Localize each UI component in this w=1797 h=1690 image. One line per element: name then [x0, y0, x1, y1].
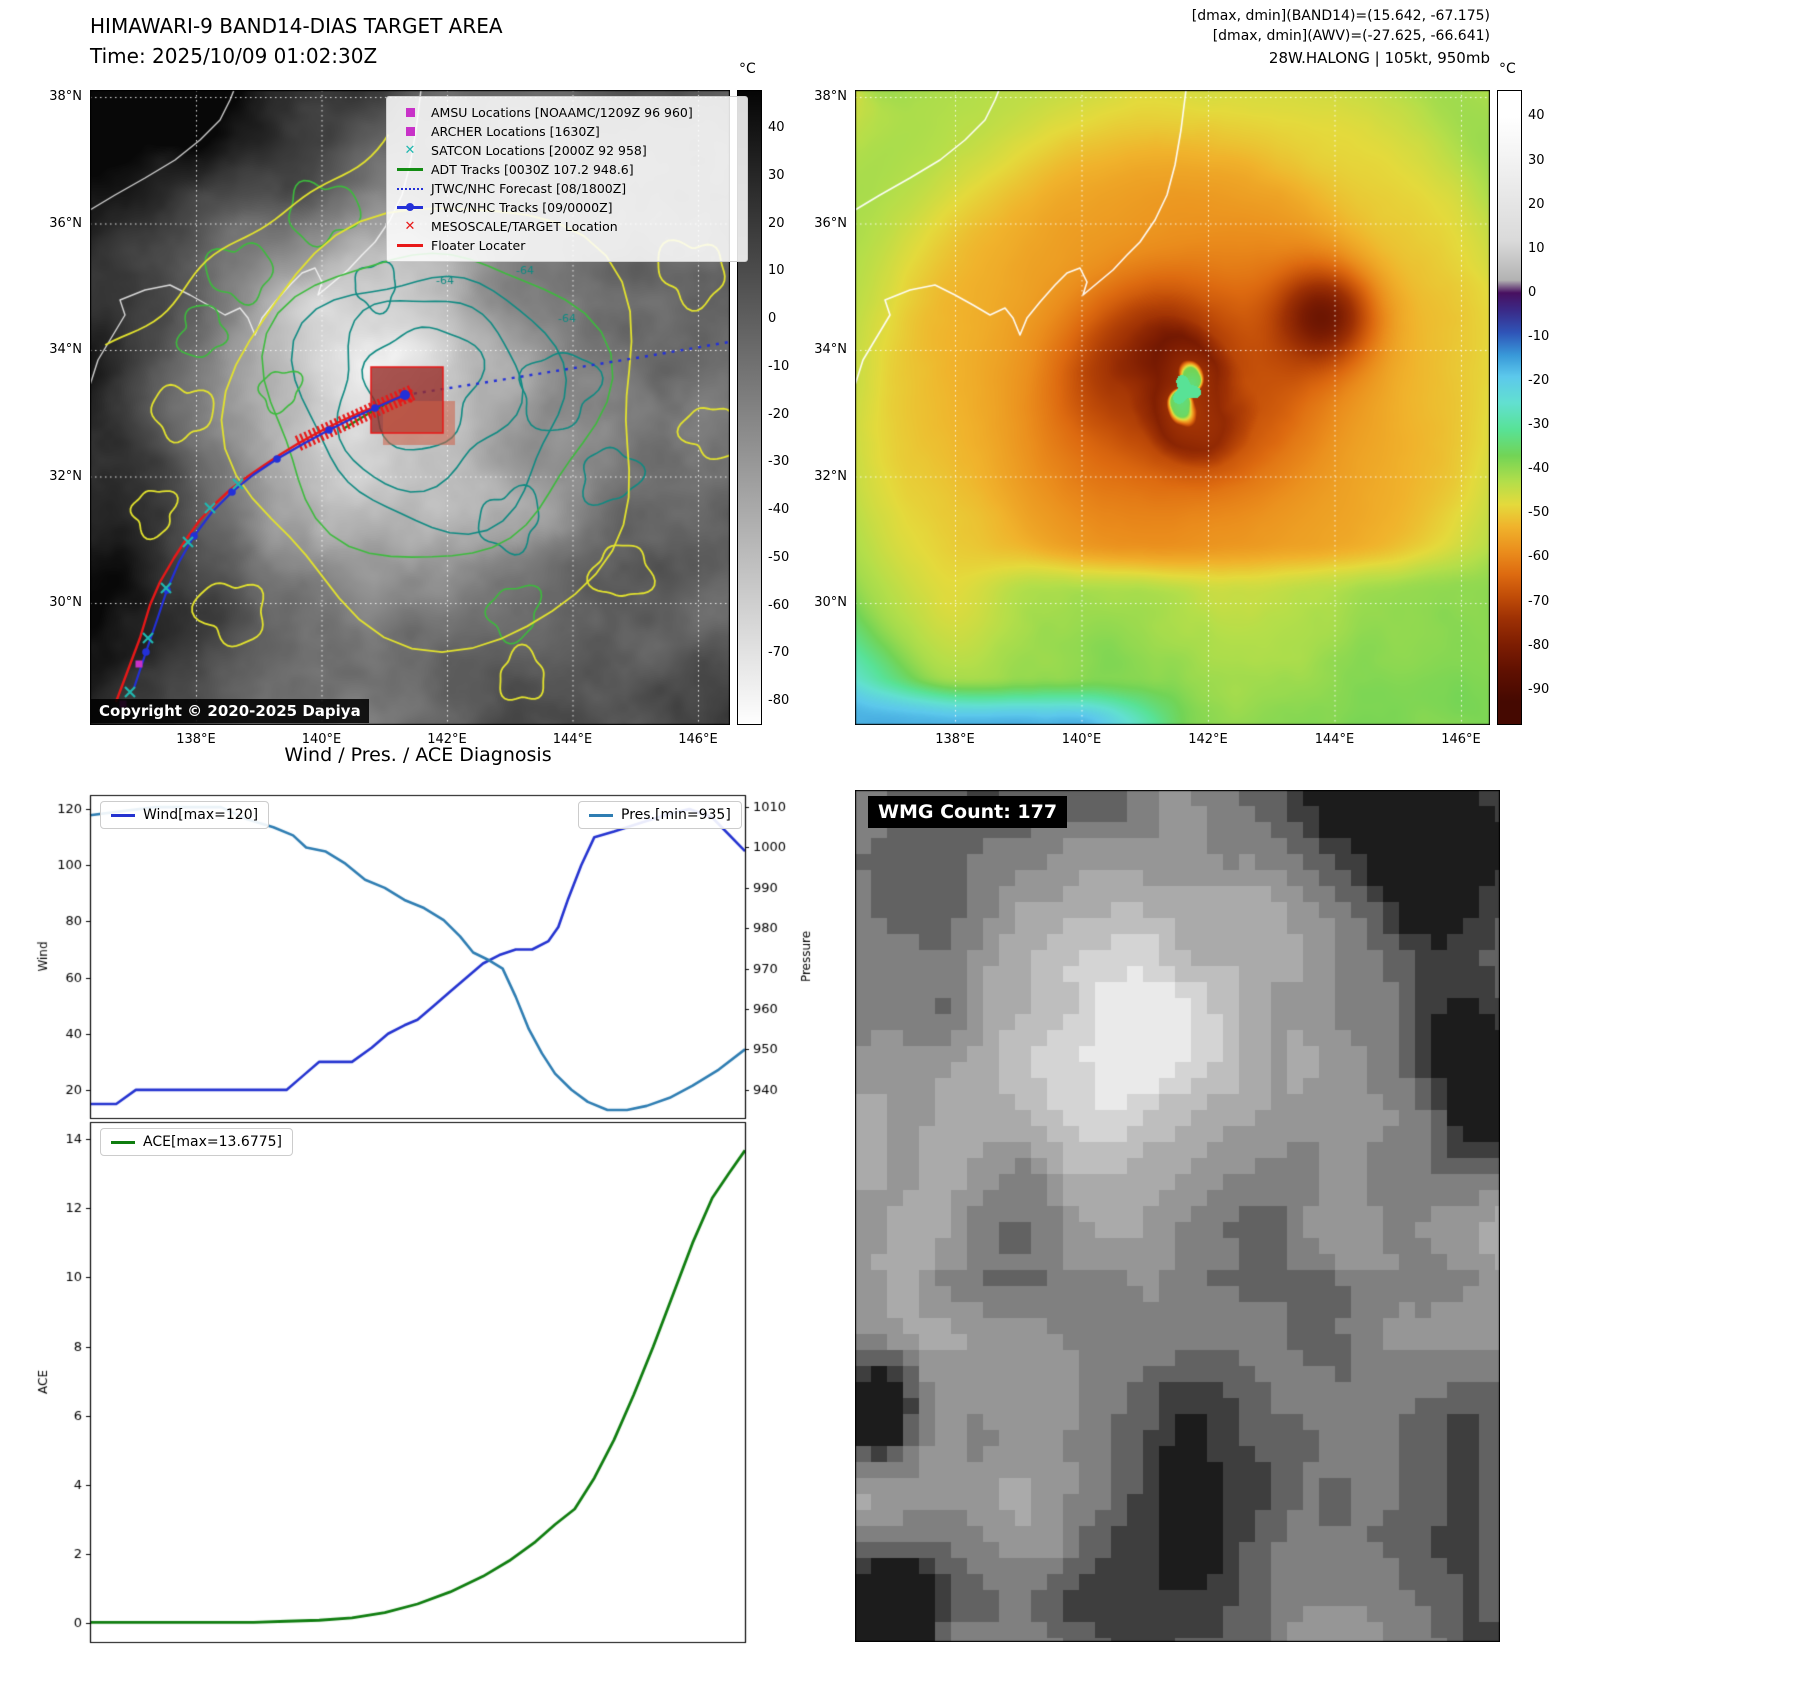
band14-colorbar-tick-label: 20: [768, 215, 785, 231]
storm-info-label: 28W.HALONG | 105kt, 950mb: [1268, 49, 1490, 67]
band14-lon-tick-label: 146°E: [678, 732, 718, 747]
awv-lat-tick-label: 38°N: [814, 89, 847, 104]
square-legend-marker-icon: [395, 127, 425, 136]
legend-item: JTWC/NHC Forecast [08/1800Z]: [395, 179, 739, 198]
band14-colorbar-tick-label: -70: [768, 645, 790, 661]
square-legend-marker-icon: [395, 108, 425, 117]
band14-time-label: Time: 2025/10/09 01:02:30Z: [90, 44, 378, 68]
legend-item-label: Floater Locater: [431, 238, 526, 253]
awv-lat-tick-label: 36°N: [814, 215, 847, 231]
awv-map-canvas: [855, 90, 1490, 725]
band14-lat-tick-label: 36°N: [49, 215, 82, 231]
legend-item: ✕ MESOSCALE/TARGET Location: [395, 217, 739, 236]
legend-item-label: JTWC/NHC Tracks [09/0000Z]: [431, 200, 613, 215]
ace-line-swatch: [111, 1140, 135, 1144]
awv-lon-tick-label: 138°E: [935, 732, 975, 747]
awv-colorbar-tick-label: 30: [1528, 152, 1545, 168]
band14-colorbar-tick-label: 0: [768, 311, 777, 327]
legend-item: AMSU Locations [NOAAMC/1209Z 96 960]: [395, 103, 739, 122]
band14-colorbar-unit: °C: [739, 61, 756, 77]
legend-item-label: MESOSCALE/TARGET Location: [431, 219, 618, 234]
legend-item: JTWC/NHC Tracks [09/0000Z]: [395, 198, 739, 217]
legend-item-label: ARCHER Locations [1630Z]: [431, 124, 600, 139]
band14-colorbar-tick-label: 30: [768, 167, 785, 183]
dmax-awv-label: [dmax, dmin](AWV)=(-27.625, -66.641): [1212, 28, 1490, 44]
awv-colorbar-tick-label: 10: [1528, 240, 1545, 256]
awv-colorbar-tick-label: -90: [1528, 681, 1550, 697]
band14-lat-tick-label: 34°N: [49, 342, 82, 357]
pressure-line-swatch: [589, 813, 613, 817]
legend-item: ADT Tracks [0030Z 107.2 948.6]: [395, 160, 739, 179]
legend-item: Floater Locater: [395, 236, 739, 255]
ace-chart-canvas: [20, 1112, 835, 1660]
ace-legend-label: ACE[max=13.6775]: [143, 1134, 283, 1150]
pressure-legend: Pres.[min=935]: [578, 801, 742, 829]
band14-title: HIMAWARI-9 BAND14-DIAS TARGET AREA: [90, 14, 503, 38]
legend-item-label: JTWC/NHC Forecast [08/1800Z]: [431, 181, 627, 196]
dmax-band14-label: [dmax, dmin](BAND14)=(15.642, -67.175): [1191, 8, 1490, 24]
awv-colorbar-tick-label: -60: [1528, 549, 1550, 565]
band14-lat-tick-label: 30°N: [49, 595, 82, 610]
awv-lat-tick-label: 34°N: [814, 342, 847, 357]
band14-colorbar-tick-label: -50: [768, 549, 790, 565]
awv-colorbar-tick-label: 0: [1528, 284, 1537, 300]
pressure-legend-label: Pres.[min=935]: [621, 807, 731, 823]
line-legend-marker-icon: [395, 244, 425, 247]
awv-colorbar-tick-label: -70: [1528, 593, 1550, 609]
awv-colorbar-tick-label: -50: [1528, 505, 1550, 521]
band14-lat-tick-label: 32°N: [49, 468, 82, 484]
awv-colorbar-tick-label: -20: [1528, 373, 1550, 389]
line-legend-marker-icon: [395, 168, 425, 171]
awv-colorbar-tick-label: 20: [1528, 196, 1545, 212]
band14-colorbar-tick-label: -30: [768, 454, 790, 470]
wind-pressure-chart-canvas: [20, 772, 835, 1132]
band14-lon-tick-label: 144°E: [552, 732, 593, 747]
band14-lat-tick-label: 38°N: [49, 89, 82, 104]
awv-colorbar-tick-label: -80: [1528, 637, 1550, 653]
legend-item: ✕ SATCON Locations [2000Z 92 958]: [395, 141, 739, 160]
band14-lon-tick-label: 138°E: [176, 732, 216, 747]
diagnosis-title: Wind / Pres. / ACE Diagnosis: [284, 744, 552, 766]
awv-lat-tick-label: 32°N: [814, 468, 847, 484]
band14-colorbar-tick-label: -10: [768, 358, 790, 374]
legend-item-label: SATCON Locations [2000Z 92 958]: [431, 143, 647, 158]
legend-item: ARCHER Locations [1630Z]: [395, 122, 739, 141]
ace-legend: ACE[max=13.6775]: [100, 1128, 294, 1156]
band14-colorbar-tick-label: -40: [768, 502, 790, 518]
awv-colorbar-tick-label: -30: [1528, 417, 1550, 433]
awv-lon-tick-label: 146°E: [1441, 732, 1481, 747]
band14-colorbar-tick-label: 40: [768, 120, 785, 136]
awv-lon-tick-label: 142°E: [1188, 732, 1228, 747]
wmg-canvas: [855, 790, 1500, 1642]
x-legend-marker-icon: ✕: [404, 143, 416, 158]
band14-colorbar-tick-label: 10: [768, 263, 785, 279]
band14-colorbar-tick-label: -20: [768, 406, 790, 422]
awv-colorbar: [1497, 90, 1522, 725]
wind-legend-label: Wind[max=120]: [143, 807, 259, 823]
awv-lon-tick-label: 144°E: [1314, 732, 1355, 747]
band14-colorbar-tick-label: -80: [768, 693, 790, 709]
linedot-legend-marker-icon: [395, 203, 425, 212]
band14-legend: AMSU Locations [NOAAMC/1209Z 96 960] ARCH…: [386, 96, 748, 262]
x-legend-marker-icon: ✕: [404, 219, 416, 234]
awv-colorbar-tick-label: 40: [1528, 108, 1545, 124]
awv-lon-tick-label: 140°E: [1061, 732, 1102, 747]
wind-line-swatch: [111, 813, 135, 817]
awv-colorbar-tick-label: -10: [1528, 328, 1550, 344]
legend-item-label: ADT Tracks [0030Z 107.2 948.6]: [431, 162, 634, 177]
wind-legend: Wind[max=120]: [100, 801, 270, 829]
band14-colorbar-tick-label: -60: [768, 597, 790, 613]
awv-lat-tick-label: 30°N: [814, 595, 847, 610]
awv-colorbar-unit: °C: [1499, 61, 1516, 77]
band14-lon-tick-label: 142°E: [427, 732, 467, 747]
band14-lon-tick-label: 140°E: [301, 732, 342, 747]
wmg-count-label: WMG Count: 177: [868, 796, 1068, 828]
dotted-legend-marker-icon: [395, 187, 425, 190]
awv-colorbar-tick-label: -40: [1528, 461, 1550, 477]
copyright-label: Copyright © 2020-2025 Dapiya: [91, 699, 369, 723]
legend-item-label: AMSU Locations [NOAAMC/1209Z 96 960]: [431, 105, 693, 120]
